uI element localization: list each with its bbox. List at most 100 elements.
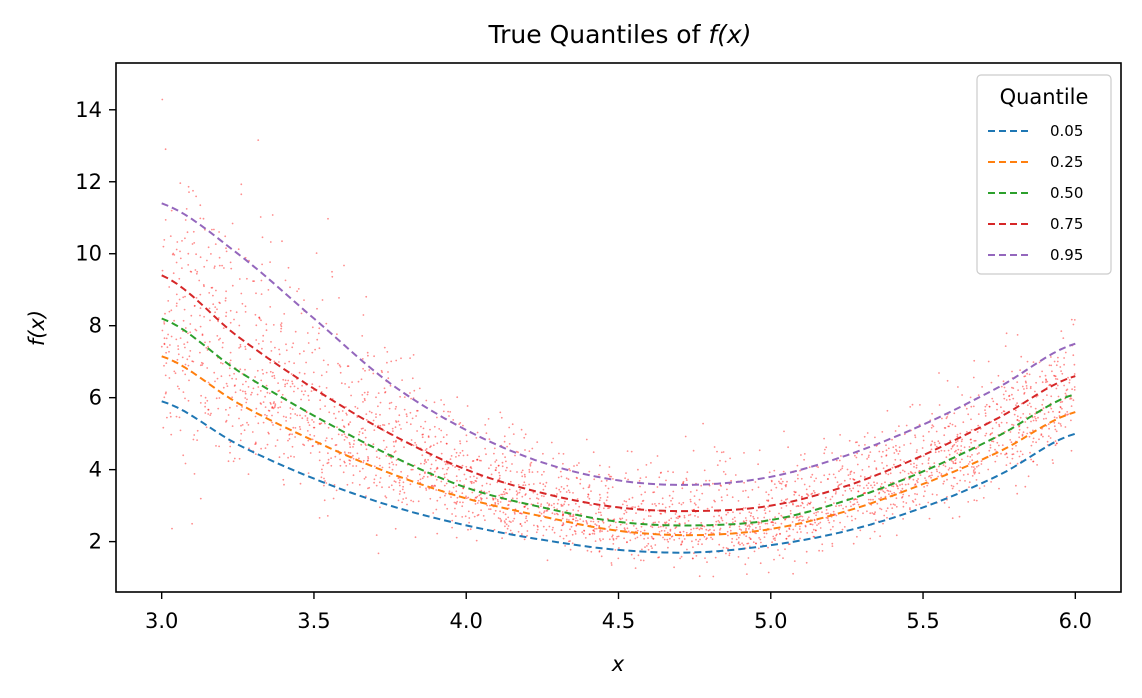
scatter-point <box>362 459 365 462</box>
scatter-point <box>853 478 855 481</box>
scatter-point <box>503 440 506 443</box>
scatter-point <box>895 450 898 452</box>
scatter-point <box>280 327 283 330</box>
scatter-point <box>713 515 715 518</box>
scatter-point <box>217 317 220 319</box>
scatter-point <box>241 424 244 426</box>
scatter-point <box>325 322 328 325</box>
scatter-point <box>560 529 563 531</box>
scatter-point <box>972 469 975 472</box>
scatter-point <box>711 506 713 509</box>
scatter-point <box>720 517 723 520</box>
scatter-point <box>366 351 369 354</box>
scatter-point <box>885 454 888 456</box>
scatter-point <box>669 530 672 532</box>
scatter-point <box>503 435 506 438</box>
scatter-point <box>679 531 681 534</box>
scatter-point <box>1018 436 1021 439</box>
scatter-point <box>719 527 722 530</box>
quantile-line-0.50 <box>161 317 1076 527</box>
scatter-point <box>456 479 458 482</box>
scatter-point <box>341 434 343 436</box>
scatter-point <box>760 541 762 544</box>
scatter-point <box>444 494 446 497</box>
scatter-point <box>1045 379 1048 382</box>
scatter-point <box>883 514 886 517</box>
scatter-point <box>769 518 771 521</box>
scatter-point <box>898 492 901 494</box>
scatter-point <box>938 465 940 468</box>
scatter-point <box>598 506 601 508</box>
scatter-point <box>337 362 339 365</box>
scatter-point <box>863 492 865 495</box>
scatter-point <box>315 252 318 255</box>
scatter-point <box>258 316 260 319</box>
scatter-point <box>989 444 992 446</box>
scatter-point <box>541 473 543 476</box>
scatter-point <box>288 360 291 363</box>
scatter-point <box>755 542 757 545</box>
scatter-point <box>423 462 426 465</box>
scatter-point <box>198 279 201 282</box>
scatter-point <box>1004 390 1007 392</box>
scatter-point <box>757 486 760 489</box>
scatter-point <box>424 458 427 461</box>
scatter-point <box>757 547 760 550</box>
scatter-point <box>519 523 522 525</box>
scatter-point <box>445 442 448 445</box>
scatter-point <box>657 556 659 559</box>
scatter-point <box>835 491 837 493</box>
scatter-point <box>610 562 613 564</box>
scatter-point <box>214 311 217 314</box>
scatter-point <box>168 286 171 288</box>
scatter-point <box>833 520 835 522</box>
scatter-point <box>781 480 784 483</box>
scatter-point <box>909 406 912 408</box>
scatter-point <box>455 490 458 493</box>
scatter-point <box>857 509 859 512</box>
scatter-point <box>520 471 523 474</box>
scatter-point <box>1012 397 1015 400</box>
scatter-point <box>561 514 564 517</box>
scatter-point <box>963 446 966 449</box>
scatter-point <box>235 378 238 380</box>
scatter-point <box>1032 419 1035 422</box>
scatter-point <box>392 488 395 491</box>
scatter-point <box>611 535 613 538</box>
scatter-point <box>284 385 286 388</box>
scatter-point <box>529 463 532 465</box>
scatter-point <box>1063 384 1065 387</box>
scatter-point <box>1000 452 1002 455</box>
scatter-point <box>627 530 630 533</box>
scatter-point <box>739 534 741 536</box>
scatter-point <box>641 548 643 551</box>
scatter-point <box>775 534 777 537</box>
scatter-point <box>973 472 976 475</box>
scatter-point <box>284 379 287 382</box>
scatter-point <box>1015 484 1017 487</box>
scatter-point <box>866 510 868 513</box>
scatter-point <box>1056 417 1058 419</box>
scatter-point <box>916 481 919 484</box>
scatter-point <box>757 463 759 466</box>
scatter-point <box>637 468 639 471</box>
scatter-point <box>573 465 575 467</box>
scatter-point <box>575 517 577 519</box>
scatter-point <box>617 557 620 560</box>
scatter-point <box>327 217 329 220</box>
scatter-point <box>316 338 319 341</box>
scatter-point <box>461 449 464 452</box>
scatter-point <box>485 453 487 456</box>
scatter-point <box>394 440 397 443</box>
scatter-point <box>1032 437 1035 440</box>
scatter-point <box>886 464 888 467</box>
scatter-point <box>891 492 893 495</box>
scatter-point <box>409 357 411 359</box>
scatter-point <box>693 495 696 497</box>
scatter-point <box>582 487 585 490</box>
scatter-point <box>856 441 858 443</box>
scatter-point <box>187 252 190 255</box>
scatter-point <box>363 397 366 400</box>
scatter-point <box>416 430 418 432</box>
scatter-point <box>429 446 431 449</box>
